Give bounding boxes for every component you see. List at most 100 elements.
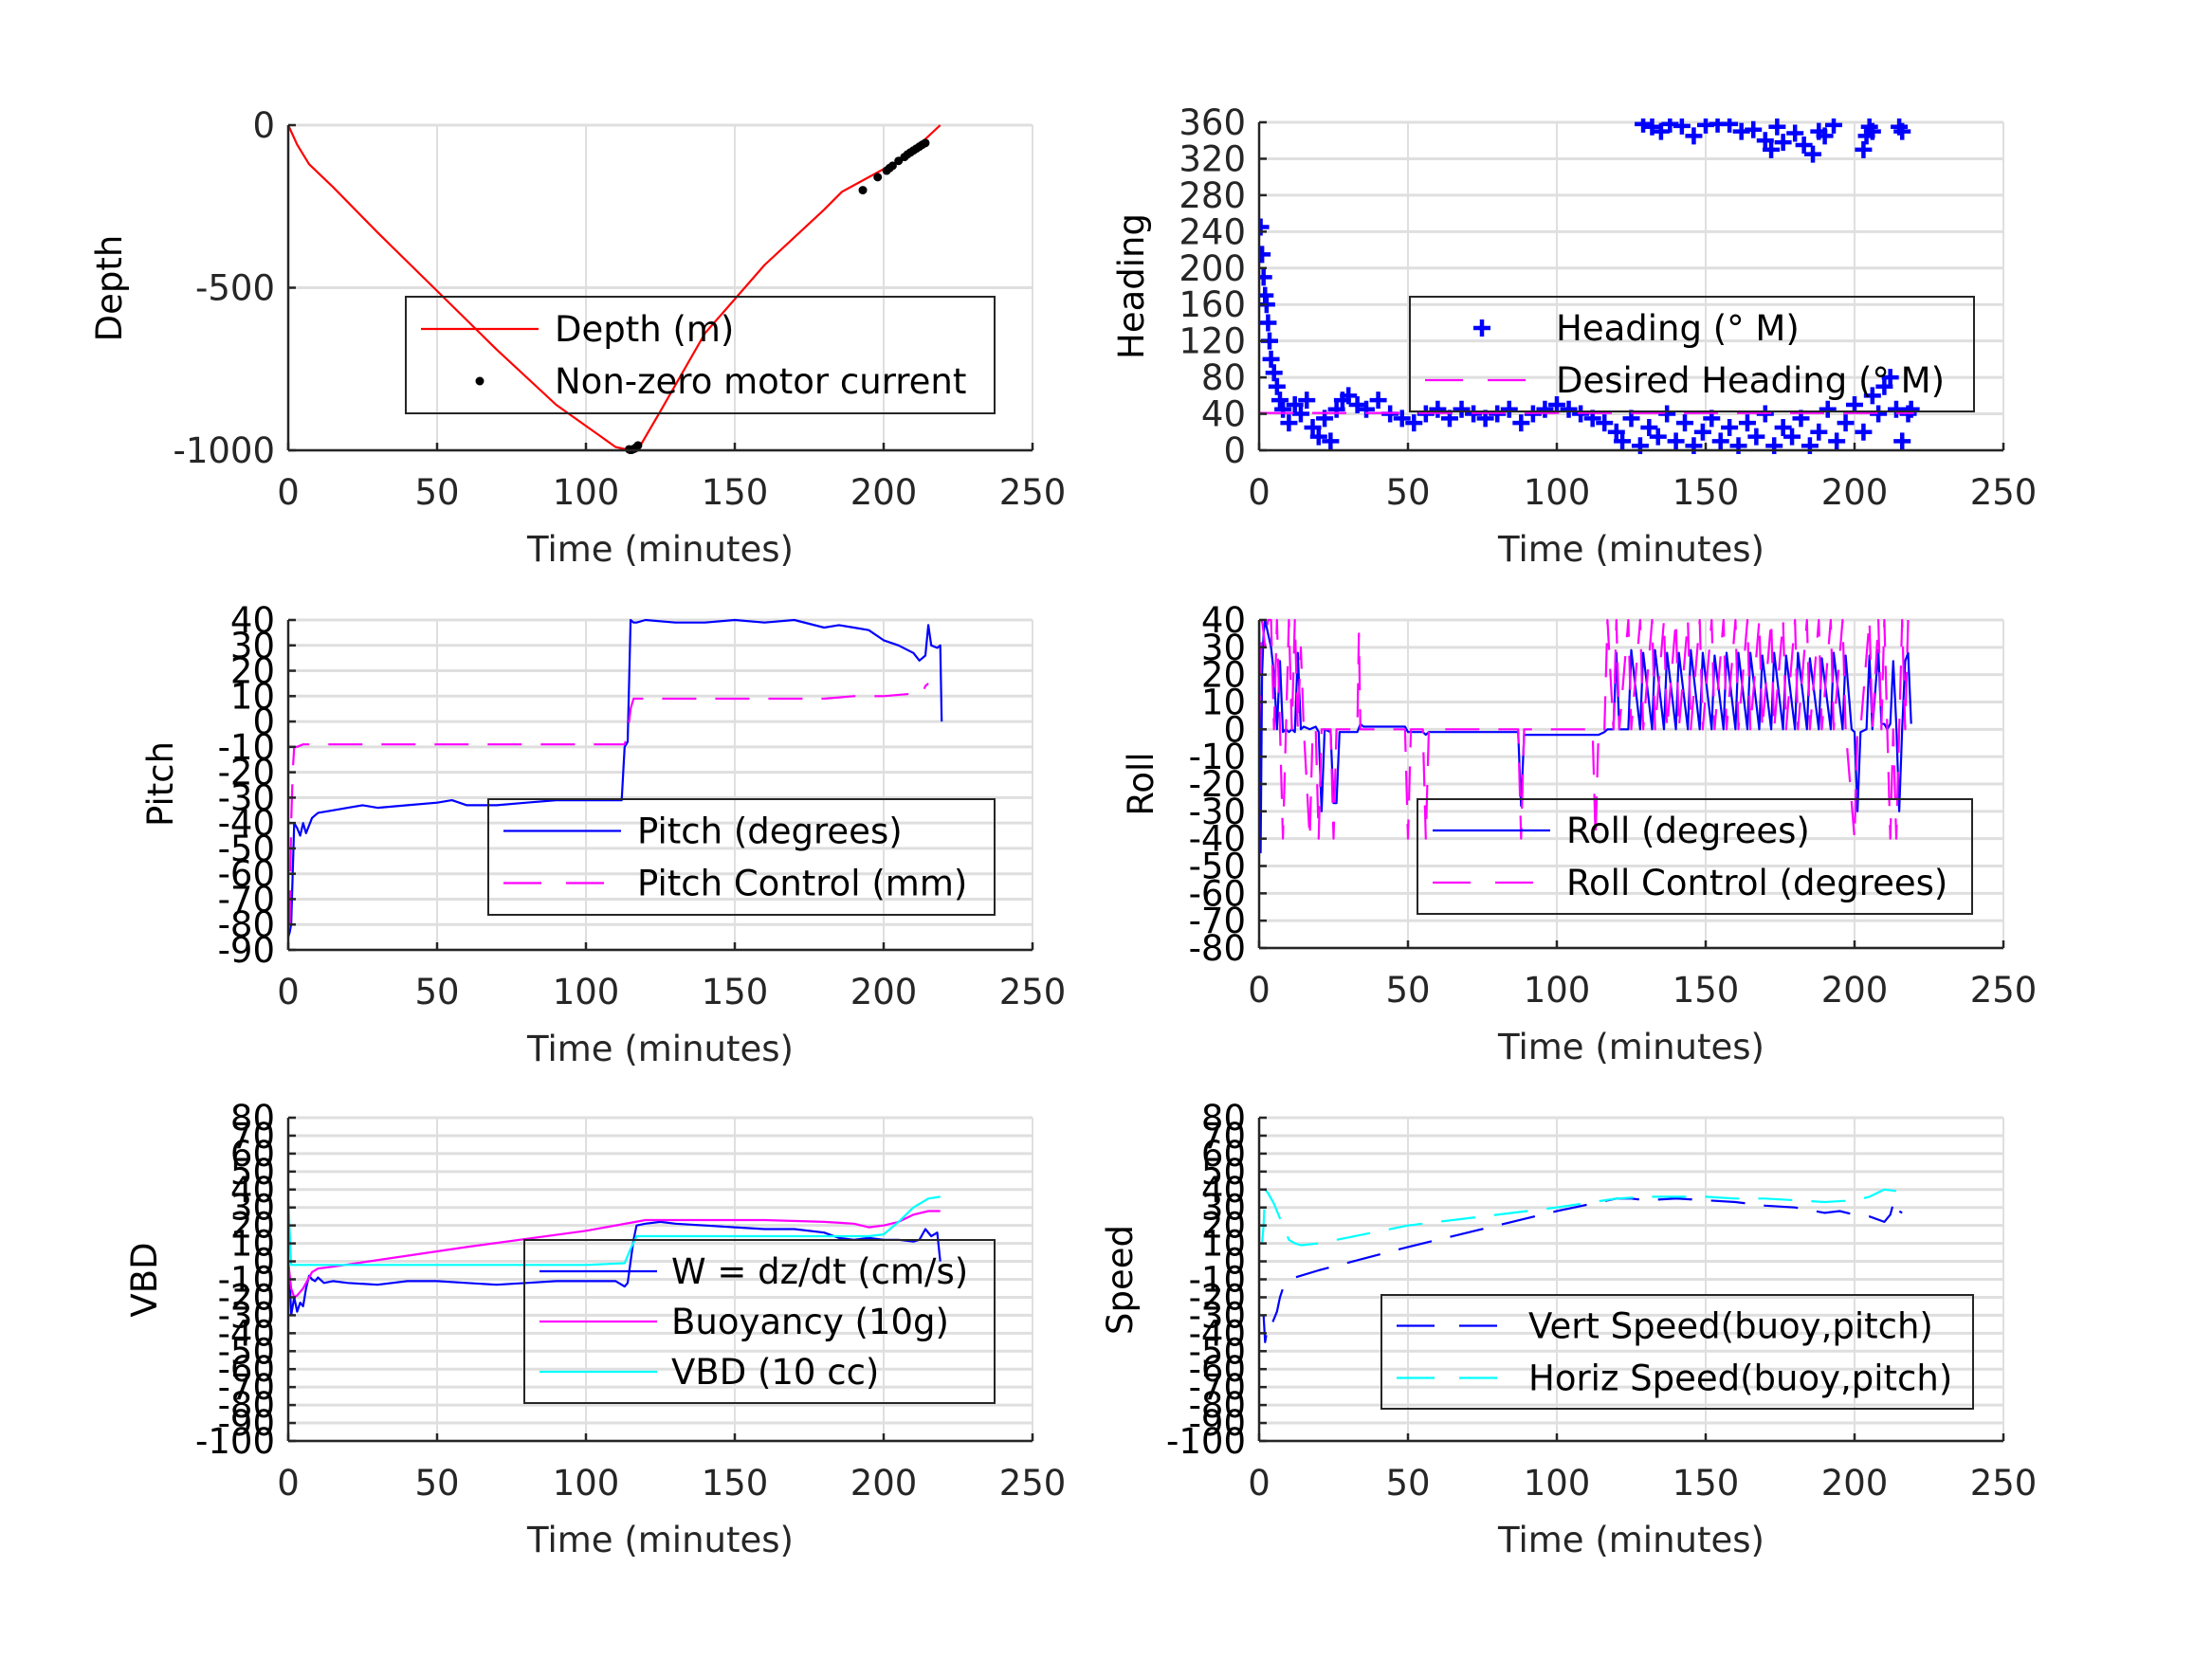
- data-point: [1804, 145, 1822, 163]
- y-tick-label: 10: [230, 676, 275, 717]
- y-tick-label: 20: [230, 651, 275, 692]
- data-point: [1309, 428, 1327, 446]
- data-point: [1863, 122, 1881, 140]
- y-tick-label: -10: [1189, 1260, 1246, 1301]
- x-tick-label: 50: [414, 1463, 459, 1504]
- x-tick-label: 250: [999, 1463, 1067, 1504]
- data-point: [1810, 423, 1828, 441]
- y-tick-label: 320: [1179, 138, 1246, 179]
- legend-speed: Vert Speed(buoy,pitch) Horiz Speed(buoy,p…: [1380, 1294, 1974, 1410]
- y-tick-label: -50: [218, 829, 275, 869]
- data-point: [1291, 405, 1309, 423]
- x-tick-label: 100: [553, 972, 620, 1012]
- y-tick-label: 50: [1201, 1152, 1246, 1193]
- y-tick-label: -50: [1189, 1331, 1246, 1372]
- x-axis-label: Time (minutes): [1497, 529, 1764, 570]
- data-point: [1607, 423, 1625, 441]
- data-point: [633, 441, 643, 450]
- y-tick-label: 80: [1201, 357, 1246, 398]
- y-tick-label: 280: [1179, 175, 1246, 216]
- y-tick-label: 40: [1201, 600, 1246, 641]
- y-tick-label: 80: [230, 1098, 275, 1139]
- x-tick-label: 50: [414, 972, 459, 1012]
- x-axis-label: Time (minutes): [526, 1029, 794, 1069]
- x-tick-label: 200: [1821, 1463, 1889, 1504]
- y-tick-label: -100: [195, 1421, 275, 1462]
- y-tick-label: -30: [218, 777, 275, 818]
- y-tick-label: 50: [230, 1152, 275, 1193]
- legend-entry-0: Roll (degrees): [1566, 811, 1810, 851]
- series-group-pitch: [288, 618, 943, 938]
- x-tick-label: 150: [1673, 970, 1740, 1011]
- series-pitch-1-line: [288, 683, 929, 925]
- data-point: [1369, 392, 1387, 410]
- y-tick-label: 20: [1201, 655, 1246, 696]
- data-point: [1649, 428, 1667, 446]
- data-point: [921, 138, 930, 148]
- data-point: [1783, 428, 1801, 446]
- x-tick-label: 50: [1385, 472, 1430, 513]
- x-axis-label: Time (minutes): [1497, 1520, 1764, 1560]
- legend-pitch: Pitch (degrees) Pitch Control (mm): [487, 798, 996, 916]
- data-point: [1635, 118, 1653, 133]
- x-tick-label: 250: [999, 472, 1067, 513]
- y-tick-label: -40: [218, 803, 275, 844]
- legend-entry-1: Pitch Control (mm): [637, 864, 967, 904]
- y-tick-label: -30: [1189, 1295, 1246, 1336]
- data-point: [1756, 132, 1774, 150]
- data-point: [1774, 418, 1792, 436]
- y-tick-label: -10: [218, 1260, 275, 1301]
- y-tick-label: 10: [1201, 1224, 1246, 1265]
- legend-entry-0: Pitch (degrees): [637, 811, 903, 852]
- y-tick-label: -10: [1189, 737, 1246, 777]
- data-point: [1768, 118, 1786, 136]
- y-tick-label: 10: [1201, 683, 1246, 723]
- legend-entry-1: Roll Control (degrees): [1566, 863, 1947, 903]
- y-tick-label: 0: [252, 105, 275, 146]
- y-tick-label: -20: [1189, 764, 1246, 805]
- y-tick-label: 360: [1179, 102, 1246, 143]
- data-point: [1685, 127, 1703, 145]
- panel-vbd: -100-90-80-70-60-50-40-30-20-10010203040…: [124, 1098, 1066, 1560]
- x-tick-label: 200: [1821, 472, 1889, 513]
- y-tick-label: 20: [230, 1206, 275, 1247]
- y-tick-label: 120: [1179, 321, 1246, 362]
- data-point: [1855, 140, 1873, 158]
- data-point: [1548, 395, 1565, 413]
- data-point: [1358, 400, 1376, 418]
- x-tick-label: 100: [1524, 1463, 1591, 1504]
- y-tick-label: -20: [1189, 1277, 1246, 1318]
- x-tick-label: 200: [850, 472, 918, 513]
- y-tick-label: 160: [1179, 284, 1246, 325]
- data-point: [1271, 392, 1289, 410]
- y-tick-label: -30: [218, 1295, 275, 1336]
- y-tick-label: -90: [1189, 1403, 1246, 1444]
- axes-depth: -1000 -500 0 0 50 100 150 200 250: [173, 105, 1066, 513]
- y-tick-label: 80: [1201, 1098, 1246, 1139]
- y-tick-label: -80: [218, 1385, 275, 1426]
- data-point: [1855, 423, 1873, 441]
- data-point: [1304, 418, 1322, 436]
- y-axis-label: Speed: [1100, 1225, 1141, 1335]
- x-tick-label: 150: [1673, 472, 1740, 513]
- data-point: [1893, 122, 1911, 140]
- y-tick-label: -40: [218, 1313, 275, 1354]
- data-point: [1676, 414, 1694, 432]
- y-tick-label: -1000: [173, 430, 275, 471]
- data-point: [1512, 414, 1530, 432]
- y-tick-label: 0: [252, 1242, 275, 1283]
- panel-depth: -1000 -500 0 0 50 100 150 200 250 Time (minutes) D…: [89, 105, 1066, 570]
- y-tick-label: -70: [1189, 1367, 1246, 1408]
- y-tick-label: -20: [218, 1277, 275, 1318]
- y-tick-label: -50: [1189, 847, 1246, 887]
- data-point: [1614, 432, 1632, 450]
- y-tick-label: 20: [1201, 1206, 1246, 1247]
- y-tick-label: -30: [1189, 792, 1246, 832]
- legend-depth: Depth (m) Non-zero motor current: [405, 296, 996, 414]
- data-point: [1259, 268, 1272, 286]
- data-point: [873, 173, 883, 182]
- data-point: [1875, 377, 1893, 395]
- legend-entry-0: Heading (° M): [1556, 308, 1800, 349]
